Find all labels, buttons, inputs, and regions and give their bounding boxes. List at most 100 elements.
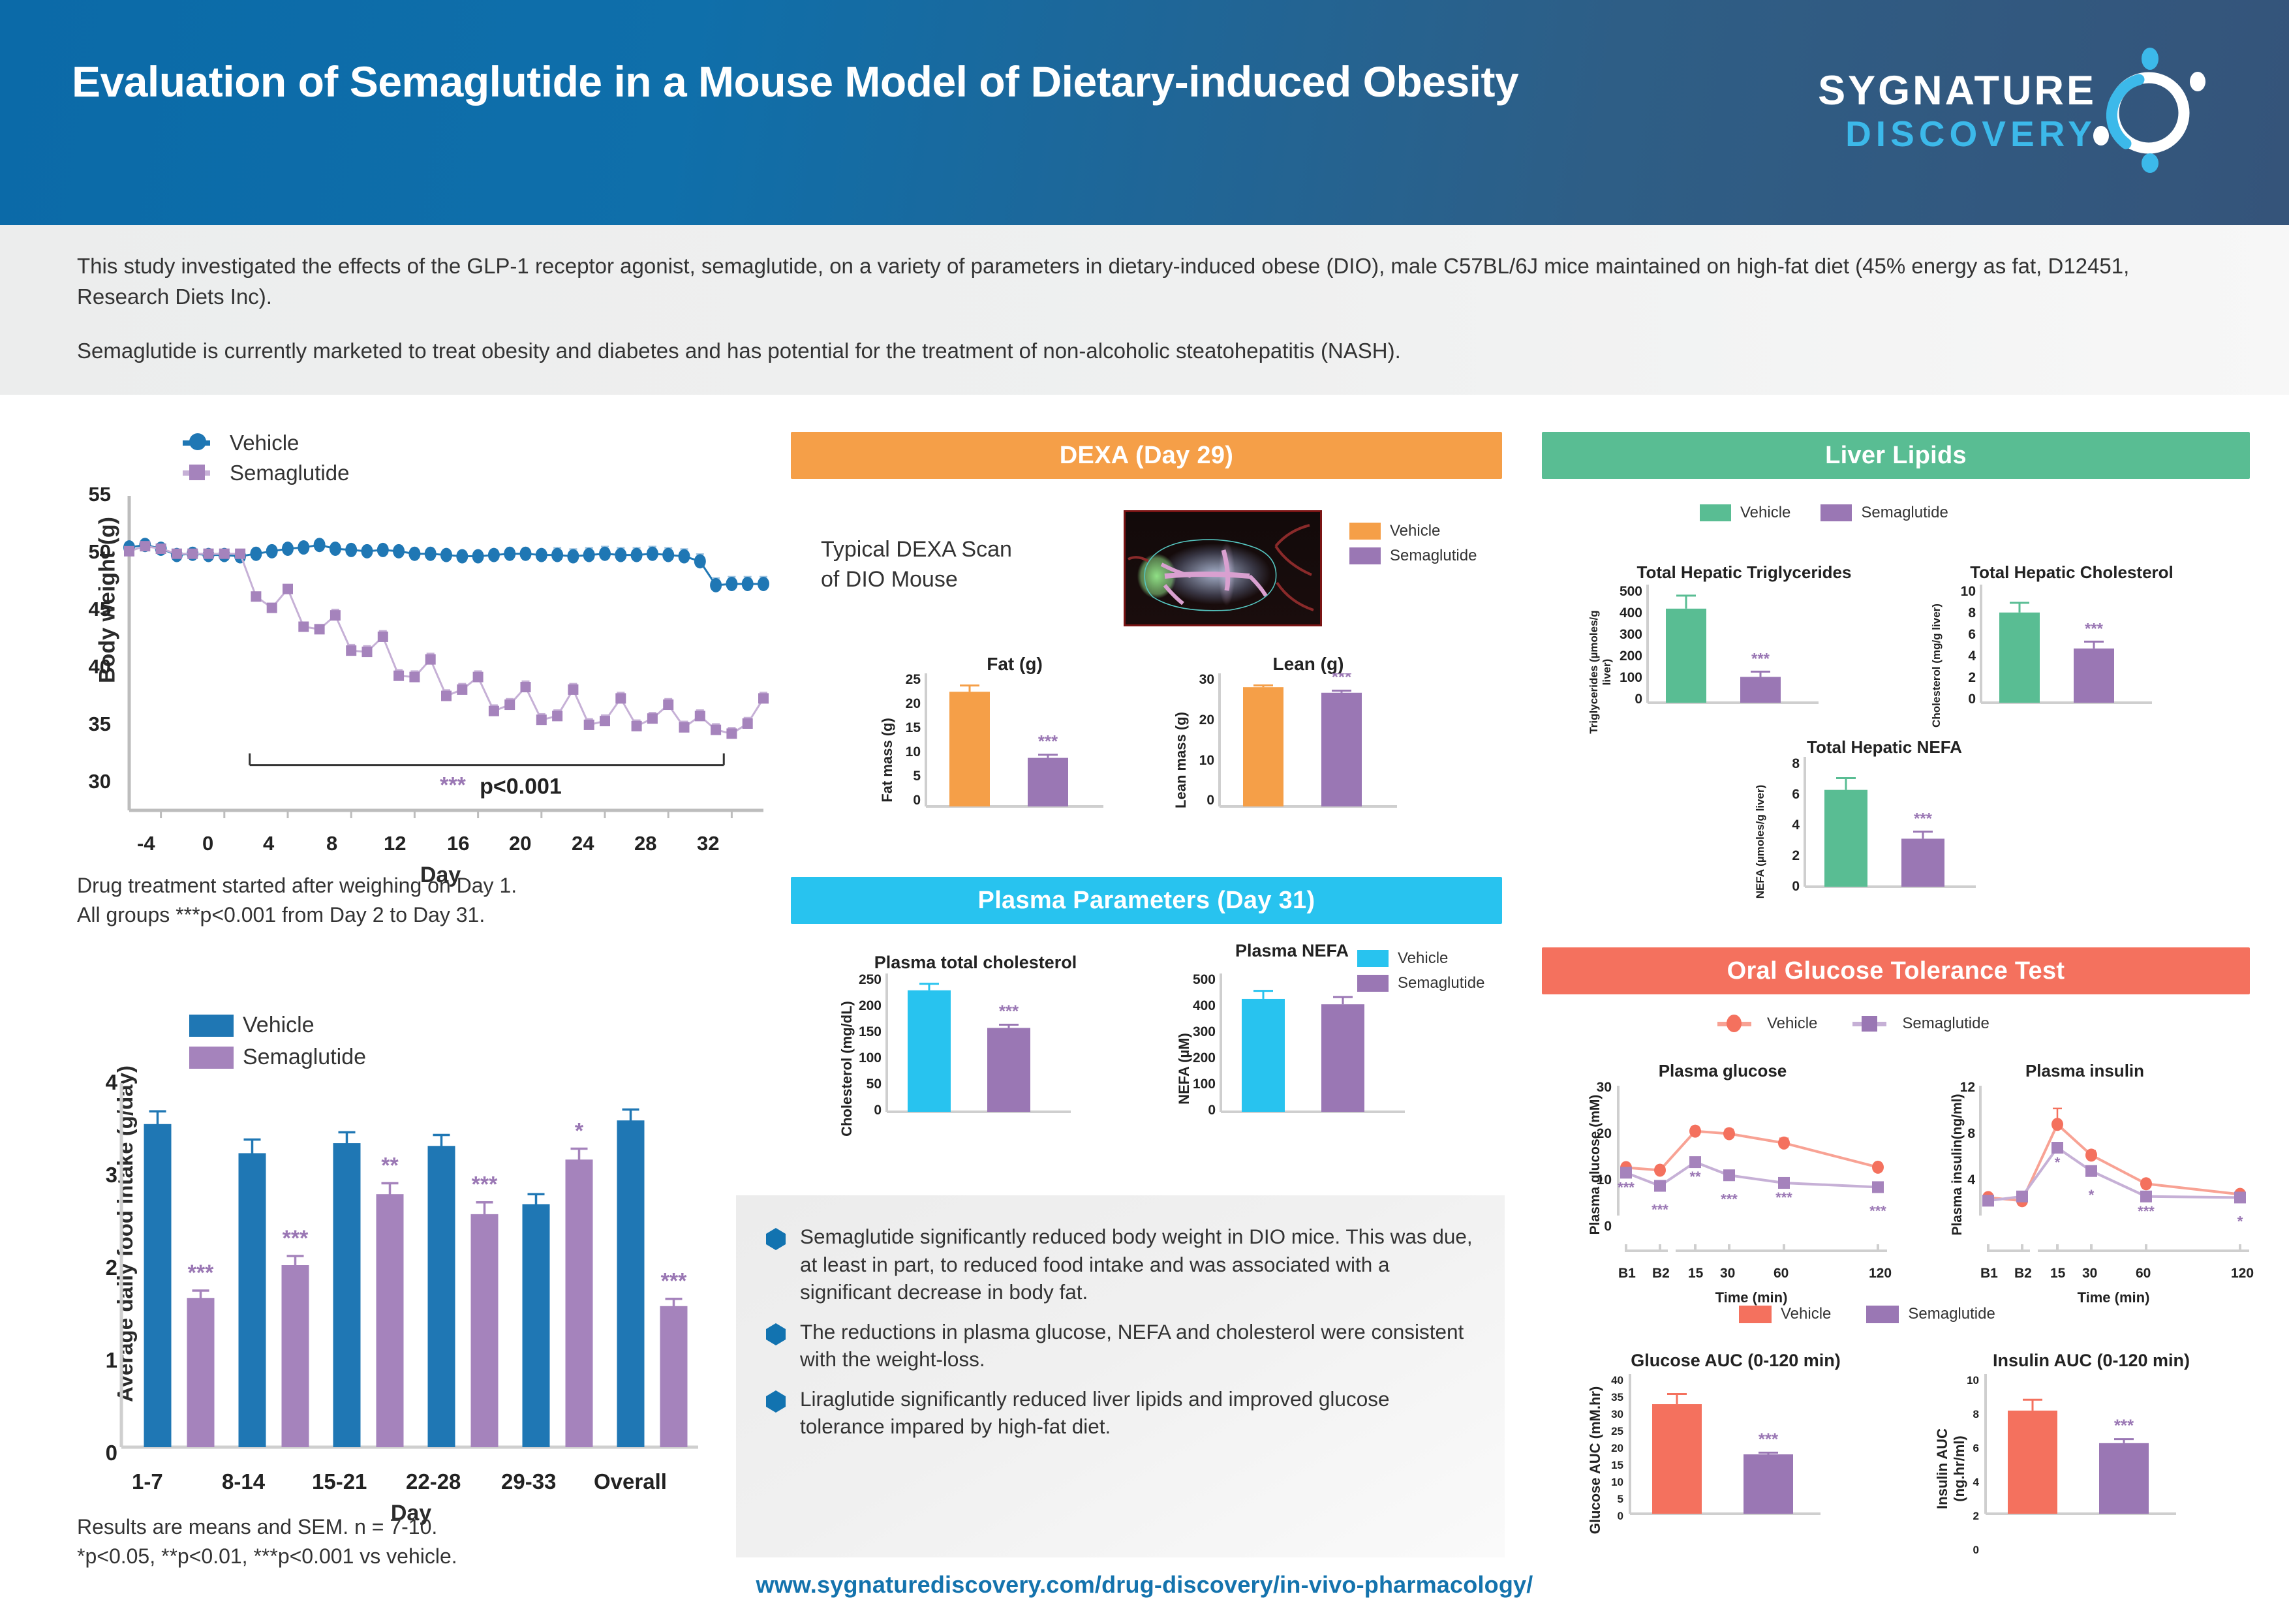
- hex-bullet-icon: [766, 1228, 786, 1250]
- svg-text:***: ***: [440, 773, 466, 798]
- glucose-auc-title: Glucose AUC (0-120 min): [1631, 1351, 1841, 1370]
- svg-text:***: ***: [661, 1269, 687, 1294]
- plasma-nefa-title: Plasma NEFA: [1235, 941, 1349, 960]
- legend-marker-semaglutide: [183, 465, 210, 480]
- svg-text:*: *: [2237, 1213, 2243, 1229]
- legend-label-semaglutide: Semaglutide: [1908, 1305, 1995, 1323]
- list-item: The reductions in plasma glucose, NEFA a…: [766, 1318, 1475, 1373]
- intro-block: This study investigated the effects of t…: [0, 225, 2289, 395]
- plasma-cholesterol-title: Plasma total cholesterol: [874, 953, 1077, 972]
- ogtt-glucose-x-axis-title: Time (min): [1715, 1289, 1788, 1306]
- legend-label-semaglutide: Semaglutide: [230, 461, 350, 485]
- food-intake-chart: Vehicle Semaglutide Average daily food i…: [72, 1013, 763, 1528]
- legend-marker-vehicle: [183, 433, 210, 450]
- section-banner-plasma: Plasma Parameters (Day 31): [791, 877, 1502, 924]
- glucose-auc-chart: Glucose AUC (0-120 min) Glucose AUC (mM.…: [1566, 1351, 1905, 1559]
- hepatic-nefa-chart: Total Hepatic NEFA NEFA (µmoles/g liver)…: [1736, 737, 2023, 946]
- dexa-fat-title: Fat (g): [987, 654, 1043, 674]
- poster-header: Evaluation of Semaglutide in a Mouse Mod…: [0, 0, 2289, 225]
- svg-text:**: **: [381, 1153, 399, 1178]
- ogtt-insulin-plot: ******: [1979, 1086, 2249, 1252]
- svg-text:***: ***: [472, 1172, 498, 1197]
- intro-paragraph-2: Semaglutide is currently marketed to tre…: [77, 339, 1401, 363]
- legend-label-vehicle: Vehicle: [1781, 1305, 1832, 1323]
- body-weight-y-ticks: 55 50 45 40 35 30: [88, 483, 111, 793]
- dexa-fat-chart: Fat (g) Fat mass (g) 25 20 15 10 5 0 ***: [865, 654, 1126, 850]
- legend-label-semaglutide: Semaglutide: [1398, 974, 1485, 992]
- svg-text:***: ***: [1751, 650, 1770, 667]
- dexa-legend: Vehicle Semaglutide: [1349, 522, 1477, 565]
- sygnature-o-mark-icon: [2093, 48, 2205, 173]
- legend-label-vehicle: Vehicle: [230, 431, 300, 455]
- body-weight-plot: *** p<0.001: [123, 496, 769, 818]
- food-intake-note: Results are means and SEM. n = 7-10. *p<…: [77, 1512, 762, 1571]
- ogtt-glucose-y-ticks: 30 20 10 0: [1596, 1080, 1612, 1234]
- food-intake-x-axis-title: Day: [390, 1501, 432, 1525]
- svg-text:***: ***: [999, 1002, 1019, 1021]
- svg-text:p<0.001: p<0.001: [480, 774, 562, 799]
- legend-swatch-semaglutide: [1866, 1305, 1899, 1323]
- ogtt-glucose-chart: Plasma glucose Plasma glucose (mM) 30 20…: [1566, 1061, 1912, 1306]
- ogtt-insulin-x-axis-title: Time (min): [2077, 1289, 2150, 1306]
- food-intake-note-line1: Results are means and SEM. n = 7-10.: [77, 1515, 438, 1539]
- section-banner-liver: Liver Lipids: [1542, 432, 2250, 479]
- legend-swatch-vehicle: [1739, 1305, 1772, 1323]
- svg-text:***: ***: [1869, 1203, 1886, 1219]
- body-weight-x-ticks: -4 0 4 8 12 16 20 24 28 32: [137, 832, 720, 855]
- body-weight-note-line2: All groups ***p<0.001 from Day 2 to Day …: [77, 902, 485, 927]
- legend-swatch-vehicle: [1349, 523, 1381, 540]
- legend-label-semaglutide: Semaglutide: [1390, 547, 1477, 564]
- body-weight-legend: Vehicle Semaglutide: [183, 431, 349, 485]
- footer-url-link[interactable]: www.sygnaturediscovery.com/drug-discover…: [756, 1571, 1533, 1598]
- plasma-cholesterol-y-ticks: 250 200 150 100 50 0: [858, 972, 882, 1118]
- svg-text:*: *: [2055, 1154, 2061, 1171]
- insulin-auc-y-ticks: 10 8 6 4 2 0: [1967, 1374, 1979, 1556]
- hepatic-cholesterol-title: Total Hepatic Cholesterol: [1970, 562, 2174, 582]
- insulin-auc-plot: ***: [1984, 1374, 2176, 1515]
- body-weight-note: Drug treatment started after weighing on…: [77, 871, 762, 930]
- dexa-fat-plot: ***: [925, 673, 1103, 808]
- hepatic-triglycerides-y-ticks: 500 400 300 200 100 0: [1619, 584, 1642, 707]
- hex-bullet-icon: [766, 1390, 786, 1413]
- legend-label-semaglutide: Semaglutide: [1861, 504, 1948, 521]
- legend-swatch-vehicle: [1357, 950, 1389, 967]
- svg-text:***: ***: [1332, 673, 1352, 686]
- ogtt-glucose-plot: *********** ******: [1617, 1086, 1887, 1252]
- svg-text:***: ***: [1914, 810, 1933, 828]
- svg-text:***: ***: [1721, 1191, 1738, 1207]
- ogtt-legend: Vehicle Semaglutide: [1717, 1014, 1989, 1033]
- hepatic-cholesterol-plot: ***: [1980, 585, 2152, 704]
- glucose-auc-plot: ***: [1629, 1374, 1820, 1515]
- dexa-fat-y-ticks: 25 20 15 10 5 0: [905, 672, 921, 808]
- hepatic-nefa-plot: ***: [1804, 757, 1976, 888]
- logo-secondary-text: DISCOVERY: [1845, 114, 2097, 154]
- conclusions-panel: Semaglutide significantly reduced body w…: [736, 1195, 1505, 1557]
- food-intake-legend: Vehicle Semaglutide: [189, 1013, 366, 1070]
- legend-marker-vehicle: [1717, 1014, 1751, 1032]
- plasma-nefa-plot: [1220, 973, 1405, 1113]
- list-item: Semaglutide significantly reduced body w…: [766, 1223, 1475, 1306]
- glucose-auc-y-ticks: 40 35 30 25 20 15 10 5 0: [1611, 1374, 1623, 1522]
- dexa-caption-line1: Typical DEXA Scan: [821, 537, 1012, 562]
- food-intake-plot: ***************: [119, 1083, 698, 1449]
- body-weight-note-line1: Drug treatment started after weighing on…: [77, 874, 517, 897]
- legend-label-semaglutide: Semaglutide: [243, 1045, 367, 1069]
- ogtt-insulin-chart: Plasma insulin Plasma insulin(ng/ml) 12 …: [1928, 1061, 2274, 1306]
- svg-text:***: ***: [1651, 1202, 1668, 1218]
- legend-label-vehicle: Vehicle: [1740, 504, 1791, 521]
- hepatic-triglycerides-chart: Total Hepatic Triglycerides Triglyceride…: [1576, 562, 1863, 758]
- legend-label-vehicle: Vehicle: [1390, 522, 1441, 540]
- svg-text:***: ***: [1618, 1179, 1635, 1195]
- ogtt-insulin-y-ticks: 12 8 4: [1959, 1080, 1975, 1187]
- svg-text:**: **: [1689, 1169, 1701, 1185]
- svg-text:***: ***: [283, 1226, 309, 1251]
- hepatic-nefa-y-axis-title: NEFA (µmoles/g liver): [1754, 784, 1766, 899]
- hepatic-cholesterol-chart: Total Hepatic Cholesterol Cholesterol (m…: [1912, 562, 2199, 758]
- food-intake-y-ticks: 4 3 2 1 0: [105, 1070, 117, 1465]
- svg-text:***: ***: [2114, 1416, 2134, 1435]
- hepatic-nefa-title: Total Hepatic NEFA: [1807, 737, 1962, 757]
- legend-marker-semaglutide: [1852, 1015, 1887, 1032]
- svg-text:***: ***: [188, 1261, 214, 1285]
- page-title: Evaluation of Semaglutide in a Mouse Mod…: [72, 57, 1519, 106]
- dexa-caption-line2: of DIO Mouse: [821, 566, 958, 592]
